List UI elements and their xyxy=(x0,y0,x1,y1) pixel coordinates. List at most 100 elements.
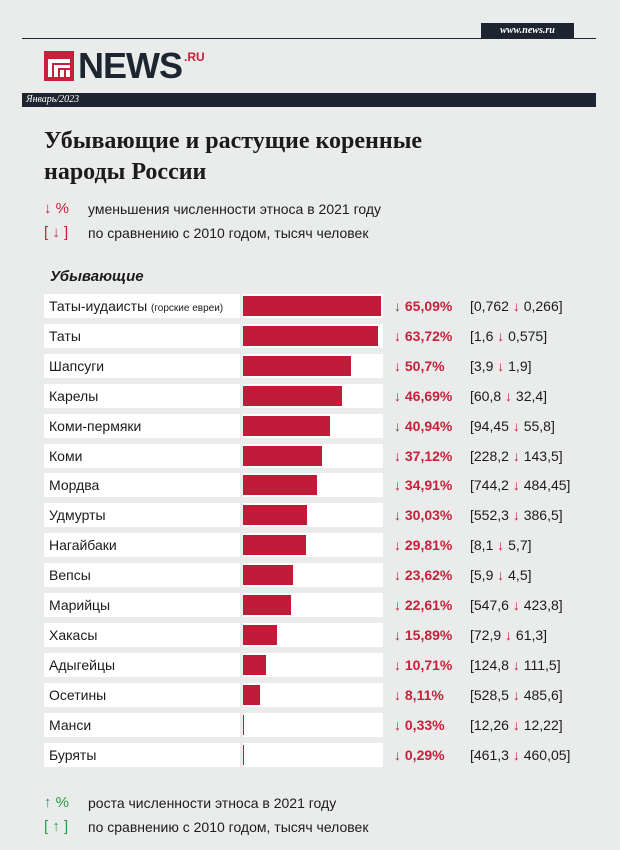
row-label: Карелы xyxy=(49,384,98,408)
row-label-box: Вепсы xyxy=(44,563,240,588)
row-label-box: Адыгейцы xyxy=(44,652,240,677)
row-label: Манси xyxy=(49,713,91,737)
row-label-box: Таты xyxy=(44,323,240,348)
growth-bracket-symbol: [ ↑ ] xyxy=(44,818,69,835)
date-label: Январь/2023 xyxy=(26,94,80,105)
population-2021: 0,575 xyxy=(508,327,544,344)
row-label-box: Манси xyxy=(44,712,240,737)
row-label-box: Хакасы xyxy=(44,622,240,647)
population-2021: 484,45 xyxy=(523,477,567,494)
population-2010: 461,3 xyxy=(473,746,509,763)
chart-row: Марийцы ↓ 22,61% [547,6 ↓ 423,8] xyxy=(44,593,584,617)
chart-row: Карелы ↓ 46,69% [60,8 ↓ 32,4] xyxy=(44,383,584,408)
down-arrow-icon: ↓ xyxy=(508,746,524,763)
bar-track xyxy=(243,413,383,438)
population-change: [94,45 ↓ 55,8] xyxy=(470,417,555,434)
row-name: Манси xyxy=(49,716,92,733)
bar xyxy=(243,445,322,466)
population-change: [0,762 ↓ 0,266] xyxy=(470,298,563,314)
bar xyxy=(243,684,261,705)
bar xyxy=(243,595,291,615)
down-arrow-icon: ↓ xyxy=(508,686,524,703)
population-2010: 124,8 xyxy=(473,656,509,673)
bar-track xyxy=(243,533,383,558)
bar xyxy=(243,296,381,316)
pct-label: ↓ 50,7% xyxy=(394,357,445,374)
bar xyxy=(243,415,330,436)
down-arrow-icon: ↓ xyxy=(493,567,509,584)
row-note: (горские евреи) xyxy=(151,303,224,314)
bar-track xyxy=(243,323,383,348)
row-label: Таты xyxy=(49,324,81,348)
population-2010: 0,762 xyxy=(473,298,509,314)
down-arrow-icon: ↓ xyxy=(508,447,524,464)
population-change: [1,6 ↓ 0,575] xyxy=(470,327,548,344)
row-name: Таты-иудаисты xyxy=(49,298,148,314)
pct-label: ↓ 0,33% xyxy=(394,716,445,733)
down-arrow-icon: ↓ xyxy=(508,716,524,733)
pct-label: ↓ 15,89% xyxy=(394,626,453,643)
population-change: [12,26 ↓ 12,22] xyxy=(470,716,563,733)
row-name: Таты xyxy=(49,327,81,344)
row-label: Марийцы xyxy=(49,593,110,617)
bar xyxy=(243,475,317,496)
chart-row: Таты ↓ 63,72% [1,6 ↓ 0,575] xyxy=(44,323,584,348)
pct-label: ↓ 30,03% xyxy=(394,507,453,524)
pct-label: ↓ 65,09% xyxy=(394,298,453,314)
population-change: [228,2 ↓ 143,5] xyxy=(470,447,563,464)
bar xyxy=(243,535,307,556)
population-2010: 744,2 xyxy=(473,477,509,494)
news-logo: NEWS .RU xyxy=(44,48,205,84)
row-label-box: Удмурты xyxy=(44,503,240,528)
population-2010: 528,5 xyxy=(473,686,509,703)
row-label: Адыгейцы xyxy=(49,653,115,677)
row-name: Хакасы xyxy=(49,626,98,643)
bar-track xyxy=(243,742,383,767)
population-change: [552,3 ↓ 386,5] xyxy=(470,507,563,524)
row-label: Вепсы xyxy=(49,563,91,587)
population-2021: 0,266 xyxy=(523,298,559,314)
down-arrow-icon: ↓ xyxy=(508,417,524,434)
row-name: Осетины xyxy=(49,686,107,703)
bar-track xyxy=(243,473,383,498)
pct-label: ↓ 34,91% xyxy=(394,477,453,494)
down-arrow-icon: ↓ xyxy=(493,357,509,374)
chart-row: Удмурты ↓ 30,03% [552,3 ↓ 386,5] xyxy=(44,503,584,528)
row-label-box: Карелы xyxy=(44,383,240,408)
decline-pct-text: уменьшения численности этноса в 2021 год… xyxy=(88,200,382,217)
bar xyxy=(243,505,307,526)
pct-label: ↓ 0,29% xyxy=(394,746,445,763)
row-name: Адыгейцы xyxy=(49,656,116,673)
population-2021: 143,5 xyxy=(523,447,559,464)
row-name: Шапсуги xyxy=(49,357,105,374)
bar-track xyxy=(243,593,383,617)
row-label: Коми-пермяки xyxy=(49,414,141,438)
bar-track xyxy=(243,622,383,647)
down-arrow-icon: ↓ xyxy=(508,477,524,494)
population-2021: 12,22 xyxy=(523,716,559,733)
population-2010: 94,45 xyxy=(473,417,509,434)
population-2021: 61,3 xyxy=(515,626,544,643)
row-label: Таты-иудаисты (горские евреи) xyxy=(49,294,223,321)
row-name: Нагайбаки xyxy=(49,537,117,554)
bar xyxy=(243,744,244,765)
row-label-box: Коми xyxy=(44,443,240,468)
title-line-1: Убывающие и растущие коренные xyxy=(44,128,423,154)
population-change: [8,1 ↓ 5,7] xyxy=(470,537,532,554)
bar-track xyxy=(243,294,383,318)
down-arrow-icon: ↓ xyxy=(493,537,509,554)
row-label-box: Осетины xyxy=(44,682,240,707)
row-name: Коми-пермяки xyxy=(49,417,142,434)
legend-decline-bracket: [ ↓ ] по сравнению с 2010 годом, тысяч ч… xyxy=(44,224,368,241)
bar xyxy=(243,654,266,675)
growth-bracket-text: по сравнению с 2010 годом, тысяч человек xyxy=(88,818,369,835)
pct-label: ↓ 29,81% xyxy=(394,537,453,554)
population-change: [461,3 ↓ 460,05] xyxy=(470,746,571,763)
chart-row: Осетины ↓ 8,11% [528,5 ↓ 485,6] xyxy=(44,682,584,707)
date-bar: Январь/2023 xyxy=(22,93,596,107)
row-name: Удмурты xyxy=(49,507,106,524)
bar xyxy=(243,565,294,586)
row-label-box: Буряты xyxy=(44,742,240,767)
row-label: Мордва xyxy=(49,473,99,497)
pct-label: ↓ 10,71% xyxy=(394,656,453,673)
